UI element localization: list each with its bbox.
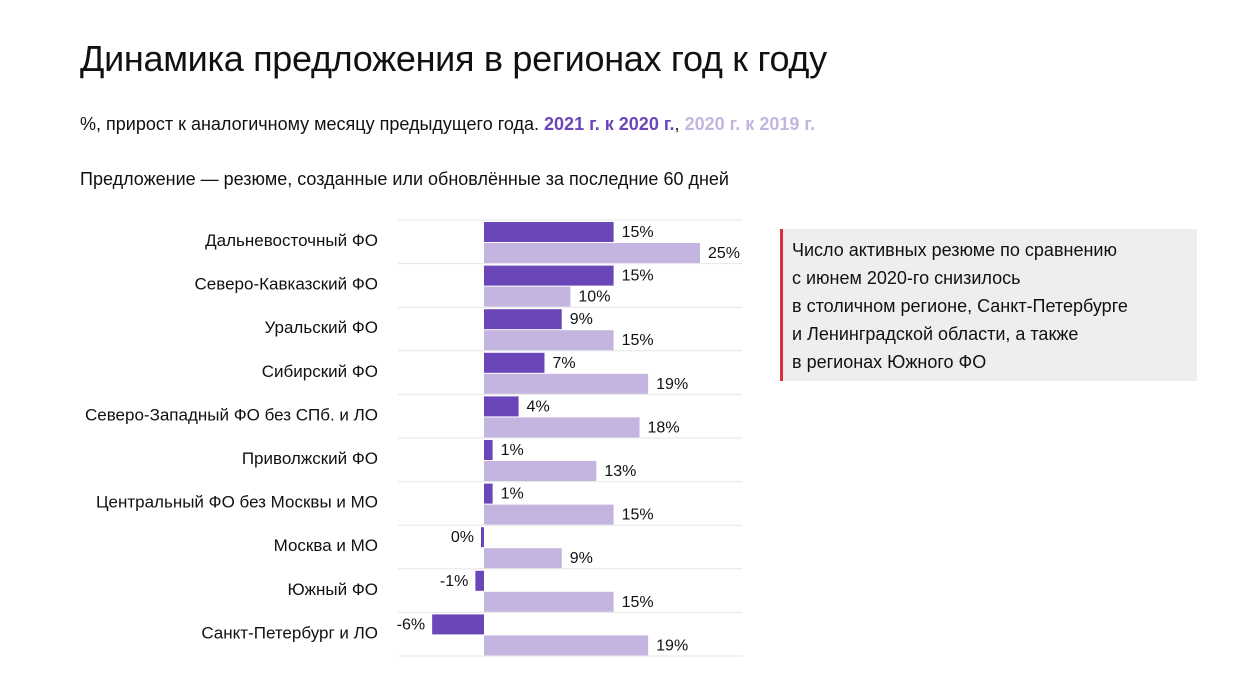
legend-series-2021: 2021 г. к 2020 г.	[544, 114, 675, 134]
data-label: 7%	[552, 355, 575, 372]
category-label: Дальневосточный ФО	[205, 231, 378, 250]
bar-series-2021	[484, 440, 493, 460]
subtitle-separator: ,	[674, 114, 680, 134]
bar-series-2021	[484, 222, 614, 242]
data-label: -1%	[440, 573, 468, 590]
data-label: 0%	[451, 529, 474, 546]
data-label: 1%	[501, 442, 524, 459]
category-label: Южный ФО	[287, 580, 378, 599]
data-label: 10%	[578, 289, 610, 306]
bar-series-2020	[484, 504, 614, 525]
callout-line: Число активных резюме по сравнению	[792, 240, 1117, 260]
category-label: Северо-Западный ФО без СПб. и ЛО	[85, 405, 378, 424]
bar-series-2020	[484, 461, 597, 481]
bar-series-2021	[484, 352, 545, 373]
data-label: 15%	[622, 332, 654, 349]
category-label: Санкт-Петербург и ЛО	[201, 623, 378, 642]
data-label: 15%	[622, 224, 654, 241]
category-label: Центральный ФО без Москвы и МО	[96, 493, 378, 512]
data-label: 1%	[501, 486, 524, 503]
data-label: 9%	[570, 311, 593, 328]
legend-series-2020: 2020 г. к 2019 г.	[684, 114, 816, 134]
chart-note: Предложение — резюме, созданные или обно…	[80, 169, 729, 189]
subtitle-prefix: %, прирост к аналогичному месяцу предыду…	[80, 114, 545, 134]
callout-line: в регионах Южного ФО	[792, 352, 987, 372]
callout-line: в столичном регионе, Санкт-Петербурге	[792, 296, 1128, 316]
bar-series-2020	[484, 591, 614, 612]
bar-series-2020	[484, 635, 649, 656]
callout-line: с июнем 2020-го снизилось	[792, 268, 1021, 288]
bar-series-2021	[484, 309, 562, 330]
category-label: Уральский ФО	[264, 318, 378, 337]
callout-line: и Ленинградской области, а также	[792, 324, 1079, 344]
category-label: Москва и МО	[274, 536, 378, 555]
bar-series-2020	[484, 373, 649, 394]
bar-series-2021	[484, 265, 614, 286]
callout-box: Число активных резюме по сравнению с июн…	[780, 229, 1197, 381]
bar-series-2020	[484, 417, 640, 438]
data-label: 15%	[622, 594, 654, 611]
data-label: -6%	[397, 616, 425, 633]
category-label: Северо-Кавказский ФО	[195, 275, 378, 294]
bar-series-2021	[484, 396, 519, 417]
bar-series-2020	[484, 548, 562, 569]
bar-series-2021	[481, 527, 484, 548]
page-title: Динамика предложения в регионах год к го…	[80, 38, 827, 79]
bar-series-2020	[484, 330, 614, 351]
data-label: 4%	[527, 398, 550, 415]
data-label: 19%	[656, 376, 688, 393]
data-label: 25%	[708, 245, 740, 262]
category-label: Сибирский ФО	[262, 362, 378, 381]
bar-series-2021	[484, 483, 493, 504]
data-label: 18%	[648, 419, 680, 436]
data-label: 13%	[604, 463, 636, 480]
bar-series-2021	[432, 614, 484, 635]
chart-subtitle: %, прирост к аналогичному месяцу предыду…	[80, 114, 815, 135]
bar-series-2020	[484, 286, 571, 307]
data-label: 15%	[622, 268, 654, 285]
category-label: Приволжский ФО	[242, 449, 378, 468]
data-label: 15%	[622, 507, 654, 524]
bar-series-2020	[484, 243, 700, 263]
data-label: 19%	[656, 637, 688, 654]
data-label: 9%	[570, 550, 593, 567]
bar-series-2021	[475, 570, 484, 591]
